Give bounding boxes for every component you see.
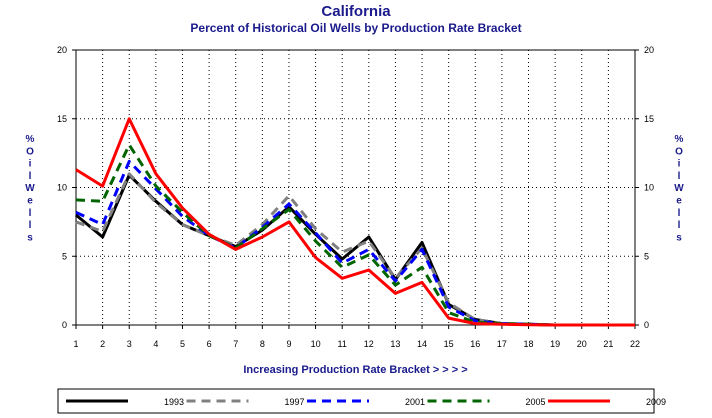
y-axis-label-char: e [27,196,33,207]
y-tick-label-right: 5 [644,251,649,261]
y-axis-label-char: e [676,196,682,207]
chart-title: California [321,3,391,20]
series-line-2005 [75,143,635,327]
x-tick-label: 14 [417,339,427,349]
legend: 1993 1997 2001 2005 2009 [57,388,666,414]
y-tick-label-left: 10 [57,183,67,193]
legend-box [57,388,655,414]
series-line-2001 [75,159,635,327]
y-axis-label-char: O [675,146,683,157]
y-tick-label-left: 20 [57,45,67,55]
y-axis-label-char: l [29,220,32,231]
x-tick-label: 22 [630,339,640,349]
x-tick-label: 16 [470,339,480,349]
x-tick-label: 13 [390,339,400,349]
y-axis-label-char: i [678,159,681,170]
y-tick-label-right: 20 [644,45,654,55]
x-tick-label: 11 [338,339,347,349]
x-tick-label: 20 [577,339,587,349]
series-lines [75,117,635,327]
y-axis-label-char: l [678,171,681,182]
x-tick-label: 19 [550,339,560,349]
y-axis-label-char: % [675,134,684,145]
series-line-2009 [75,117,635,327]
y-tick-label-right: 10 [644,183,654,193]
x-tick-label: 2 [100,339,105,349]
x-tick-label: 6 [207,339,212,349]
legend-label-1993: 1993 [164,397,184,407]
y-axis-label-char: O [26,146,34,157]
y-axis-label-char: W [674,183,684,194]
legend-label-2005: 2005 [526,397,546,407]
x-tick-label: 12 [364,339,374,349]
y-tick-label-right: 0 [644,320,649,330]
y-axis-label-char: l [678,220,681,231]
series-line-1993 [75,173,635,327]
x-tick-label: 21 [603,339,613,349]
legend-label-2009: 2009 [646,397,666,407]
y-axis-label-char: s [676,232,682,243]
x-tick-label: 3 [127,339,132,349]
legend-label-1997: 1997 [285,397,305,407]
y-tick-label-left: 15 [57,114,67,124]
x-tick-label: 10 [311,339,321,349]
y-axis-label-char: i [29,159,32,170]
x-tick-label: 17 [497,339,507,349]
axis-ticks: 1 2 3 4 5 6 7 8 9 10 11 12 13 14 15 16 17 18 19 20 21 220 05 51… [57,45,654,349]
y-tick-label-left: 0 [62,320,67,330]
x-axis-label: Increasing Production Rate Bracket > > >… [243,364,467,376]
x-tick-label: 9 [286,339,291,349]
x-tick-label: 8 [260,339,265,349]
x-tick-label: 18 [524,339,534,349]
x-tick-label: 4 [153,339,158,349]
y-axis-label-char: W [25,183,35,194]
gridlines [75,49,636,326]
y-tick-label-left: 5 [62,251,67,261]
chart-subtitle: Percent of Historical Oil Wells by Produ… [190,21,522,35]
y-axis-label-char: l [29,208,32,219]
x-tick-label: 15 [444,339,454,349]
y-axis-label-char: % [26,134,35,145]
x-tick-label: 1 [73,339,78,349]
y-axis-label-char: s [27,232,33,243]
x-tick-label: 7 [233,339,238,349]
x-tick-label: 5 [180,339,185,349]
y-tick-label-right: 15 [644,114,654,124]
legend-label-2001: 2001 [405,397,425,407]
plot-frame [75,49,636,326]
y-axis-label-char: l [29,171,32,182]
y-axis-label-char: l [678,208,681,219]
